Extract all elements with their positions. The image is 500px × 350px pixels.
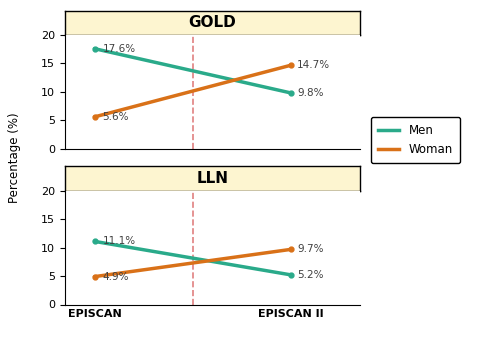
Text: 17.6%: 17.6% [102,44,136,54]
Text: 5.2%: 5.2% [297,270,324,280]
Text: 11.1%: 11.1% [102,236,136,246]
Text: 4.9%: 4.9% [102,272,129,282]
Text: 5.6%: 5.6% [102,112,129,122]
Text: LLN: LLN [196,171,228,186]
Legend: Men, Woman: Men, Woman [371,117,460,163]
Text: GOLD: GOLD [188,15,236,30]
Text: 14.7%: 14.7% [297,60,330,70]
Text: 9.8%: 9.8% [297,88,324,98]
Text: 9.7%: 9.7% [297,244,324,254]
Text: Percentage (%): Percentage (%) [8,112,22,203]
